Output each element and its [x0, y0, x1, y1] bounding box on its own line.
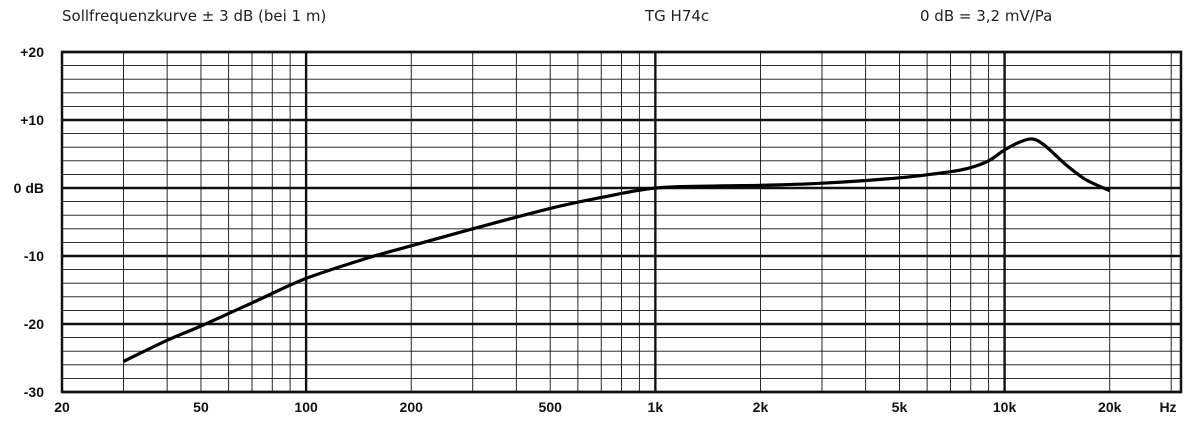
x-tick-label: 5k: [892, 399, 908, 415]
y-tick-label: -30: [24, 384, 44, 400]
chart-subtitle: Sollfrequenzkurve ± 3 dB (bei 1 m): [62, 7, 327, 25]
grid: [61, 50, 1181, 394]
x-tick-label: 50: [193, 399, 209, 415]
plot-frame: [60, 50, 1183, 394]
x-tick-label: 100: [294, 399, 318, 415]
y-tick-label: +10: [20, 112, 44, 128]
x-tick-label: 20: [54, 399, 70, 415]
chart-title: TG H74c: [645, 7, 710, 25]
frequency-response-curve: [122, 137, 1111, 363]
x-tick-label: 200: [400, 399, 424, 415]
x-tick-label: 500: [539, 399, 563, 415]
x-tick-label: 10k: [993, 399, 1017, 415]
y-tick-label: -10: [24, 248, 44, 264]
tick-labels: 20 50 100 200 500 1k 2k 5k 10k 20k Hz +20 +10 0 dB -10…: [14, 44, 1177, 415]
x-tick-label: 2k: [753, 399, 769, 415]
x-tick-label: 1k: [648, 399, 664, 415]
x-unit-label: Hz: [1159, 399, 1176, 415]
y-tick-label: -20: [24, 316, 44, 332]
x-tick-label: 20k: [1098, 399, 1122, 415]
curve-layer: [122, 137, 1111, 363]
reference-level: 0 dB = 3,2 mV/Pa: [920, 7, 1053, 25]
y-tick-label: +20: [20, 44, 44, 60]
y-tick-label: 0 dB: [14, 180, 44, 196]
